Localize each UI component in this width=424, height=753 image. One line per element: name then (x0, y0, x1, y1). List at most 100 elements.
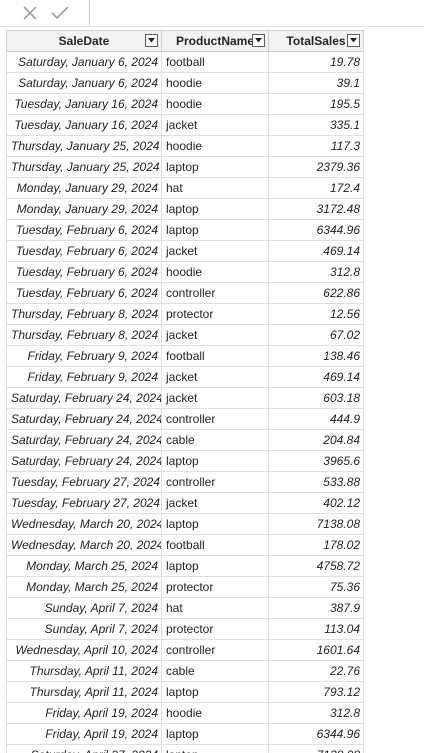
cell-total-sales[interactable]: 6344.96 (268, 219, 364, 241)
cell-sale-date[interactable]: Saturday, February 24, 2024 (6, 450, 162, 472)
cell-total-sales[interactable]: 622.86 (268, 282, 364, 304)
cell-sale-date[interactable]: Monday, January 29, 2024 (6, 177, 162, 199)
cell-sale-date[interactable]: Saturday, February 24, 2024 (6, 408, 162, 430)
table-row[interactable]: Tuesday, February 27, 2024 controller 533.… (6, 471, 364, 493)
cell-product-name[interactable]: hoodie (161, 261, 269, 283)
table-row[interactable]: Saturday, February 24, 2024 jacket 603.18 (6, 387, 364, 409)
cell-total-sales[interactable]: 172.4 (268, 177, 364, 199)
cell-sale-date[interactable]: Monday, January 29, 2024 (6, 198, 162, 220)
column-header-productname[interactable]: ProductName (161, 30, 269, 52)
cell-total-sales[interactable]: 793.12 (268, 681, 364, 703)
table-row[interactable]: Monday, January 29, 2024 hat 172.4 (6, 177, 364, 199)
cell-total-sales[interactable]: 312.8 (268, 702, 364, 724)
cell-sale-date[interactable]: Tuesday, February 27, 2024 (6, 492, 162, 514)
cell-product-name[interactable]: hoodie (161, 135, 269, 157)
cell-total-sales[interactable]: 195.5 (268, 93, 364, 115)
cell-product-name[interactable]: protector (161, 303, 269, 325)
cell-product-name[interactable]: laptop (161, 744, 269, 753)
table-row[interactable]: Friday, April 19, 2024 laptop 6344.96 (6, 723, 364, 745)
cell-product-name[interactable]: laptop (161, 450, 269, 472)
cell-sale-date[interactable]: Sunday, April 7, 2024 (6, 618, 162, 640)
cell-product-name[interactable]: controller (161, 408, 269, 430)
cell-product-name[interactable]: laptop (161, 198, 269, 220)
cell-sale-date[interactable]: Friday, April 19, 2024 (6, 723, 162, 745)
cell-total-sales[interactable]: 7138.08 (268, 744, 364, 753)
cell-sale-date[interactable]: Monday, March 25, 2024 (6, 555, 162, 577)
table-row[interactable]: Monday, January 29, 2024 laptop 3172.48 (6, 198, 364, 220)
cell-product-name[interactable]: protector (161, 576, 269, 598)
cell-total-sales[interactable]: 335.1 (268, 114, 364, 136)
cell-product-name[interactable]: jacket (161, 324, 269, 346)
cell-sale-date[interactable]: Thursday, January 25, 2024 (6, 135, 162, 157)
cell-product-name[interactable]: football (161, 51, 269, 73)
cell-sale-date[interactable]: Wednesday, March 20, 2024 (6, 513, 162, 535)
cell-total-sales[interactable]: 1601.64 (268, 639, 364, 661)
table-row[interactable]: Saturday, January 6, 2024 football 19.78 (6, 51, 364, 73)
cell-total-sales[interactable]: 6344.96 (268, 723, 364, 745)
cell-total-sales[interactable]: 204.84 (268, 429, 364, 451)
cell-product-name[interactable]: jacket (161, 114, 269, 136)
cell-total-sales[interactable]: 39.1 (268, 72, 364, 94)
cell-sale-date[interactable]: Tuesday, February 6, 2024 (6, 261, 162, 283)
table-row[interactable]: Friday, April 19, 2024 hoodie 312.8 (6, 702, 364, 724)
table-row[interactable]: Tuesday, February 6, 2024 controller 622.8… (6, 282, 364, 304)
table-row[interactable]: Sunday, April 7, 2024 hat 387.9 (6, 597, 364, 619)
cell-product-name[interactable]: laptop (161, 681, 269, 703)
cell-sale-date[interactable]: Saturday, January 6, 2024 (6, 72, 162, 94)
table-row[interactable]: Thursday, February 8, 2024 jacket 67.02 (6, 324, 364, 346)
table-row[interactable]: Monday, March 25, 2024 protector 75.36 (6, 576, 364, 598)
cell-sale-date[interactable]: Thursday, February 8, 2024 (6, 303, 162, 325)
filter-dropdown-button[interactable] (347, 34, 360, 47)
table-row[interactable]: Wednesday, March 20, 2024 laptop 7138.08 (6, 513, 364, 535)
cell-product-name[interactable]: jacket (161, 366, 269, 388)
cell-sale-date[interactable]: Tuesday, February 6, 2024 (6, 282, 162, 304)
cell-product-name[interactable]: hat (161, 177, 269, 199)
formula-input[interactable] (90, 0, 424, 26)
table-row[interactable]: Thursday, February 8, 2024 protector 12.56 (6, 303, 364, 325)
cell-product-name[interactable]: hat (161, 597, 269, 619)
cell-product-name[interactable]: jacket (161, 492, 269, 514)
cell-sale-date[interactable]: Saturday, April 27, 2024 (6, 744, 162, 753)
table-row[interactable]: Monday, March 25, 2024 laptop 4758.72 (6, 555, 364, 577)
cell-product-name[interactable]: cable (161, 660, 269, 682)
cell-sale-date[interactable]: Tuesday, January 16, 2024 (6, 114, 162, 136)
table-row[interactable]: Saturday, February 24, 2024 controller 444… (6, 408, 364, 430)
cell-sale-date[interactable]: Thursday, February 8, 2024 (6, 324, 162, 346)
cell-total-sales[interactable]: 75.36 (268, 576, 364, 598)
cell-product-name[interactable]: controller (161, 282, 269, 304)
cell-sale-date[interactable]: Tuesday, February 27, 2024 (6, 471, 162, 493)
cell-total-sales[interactable]: 67.02 (268, 324, 364, 346)
cell-product-name[interactable]: football (161, 534, 269, 556)
cell-total-sales[interactable]: 3965.6 (268, 450, 364, 472)
filter-dropdown-button[interactable] (145, 34, 158, 47)
cell-product-name[interactable]: controller (161, 471, 269, 493)
table-row[interactable]: Tuesday, February 6, 2024 laptop 6344.96 (6, 219, 364, 241)
table-row[interactable]: Friday, February 9, 2024 football 138.46 (6, 345, 364, 367)
cell-sale-date[interactable]: Tuesday, February 6, 2024 (6, 240, 162, 262)
cell-total-sales[interactable]: 387.9 (268, 597, 364, 619)
table-row[interactable]: Saturday, February 24, 2024 cable 204.84 (6, 429, 364, 451)
table-row[interactable]: Tuesday, January 16, 2024 jacket 335.1 (6, 114, 364, 136)
cell-sale-date[interactable]: Thursday, January 25, 2024 (6, 156, 162, 178)
cell-product-name[interactable]: hoodie (161, 93, 269, 115)
commit-formula-button[interactable] (48, 2, 72, 24)
cell-sale-date[interactable]: Wednesday, April 10, 2024 (6, 639, 162, 661)
cell-total-sales[interactable]: 469.14 (268, 366, 364, 388)
filter-dropdown-button[interactable] (252, 34, 265, 47)
table-row[interactable]: Saturday, February 24, 2024 laptop 3965.6 (6, 450, 364, 472)
cell-product-name[interactable]: protector (161, 618, 269, 640)
cell-sale-date[interactable]: Friday, April 19, 2024 (6, 702, 162, 724)
cell-product-name[interactable]: cable (161, 429, 269, 451)
cell-product-name[interactable]: jacket (161, 387, 269, 409)
cell-sale-date[interactable]: Wednesday, March 20, 2024 (6, 534, 162, 556)
table-row[interactable]: Tuesday, February 27, 2024 jacket 402.12 (6, 492, 364, 514)
cell-total-sales[interactable]: 603.18 (268, 387, 364, 409)
cell-total-sales[interactable]: 533.88 (268, 471, 364, 493)
cell-sale-date[interactable]: Tuesday, January 16, 2024 (6, 93, 162, 115)
table-row[interactable]: Friday, February 9, 2024 jacket 469.14 (6, 366, 364, 388)
cell-product-name[interactable]: laptop (161, 513, 269, 535)
cell-sale-date[interactable]: Saturday, February 24, 2024 (6, 387, 162, 409)
table-row[interactable]: Thursday, January 25, 2024 laptop 2379.36 (6, 156, 364, 178)
table-row[interactable]: Thursday, January 25, 2024 hoodie 117.3 (6, 135, 364, 157)
